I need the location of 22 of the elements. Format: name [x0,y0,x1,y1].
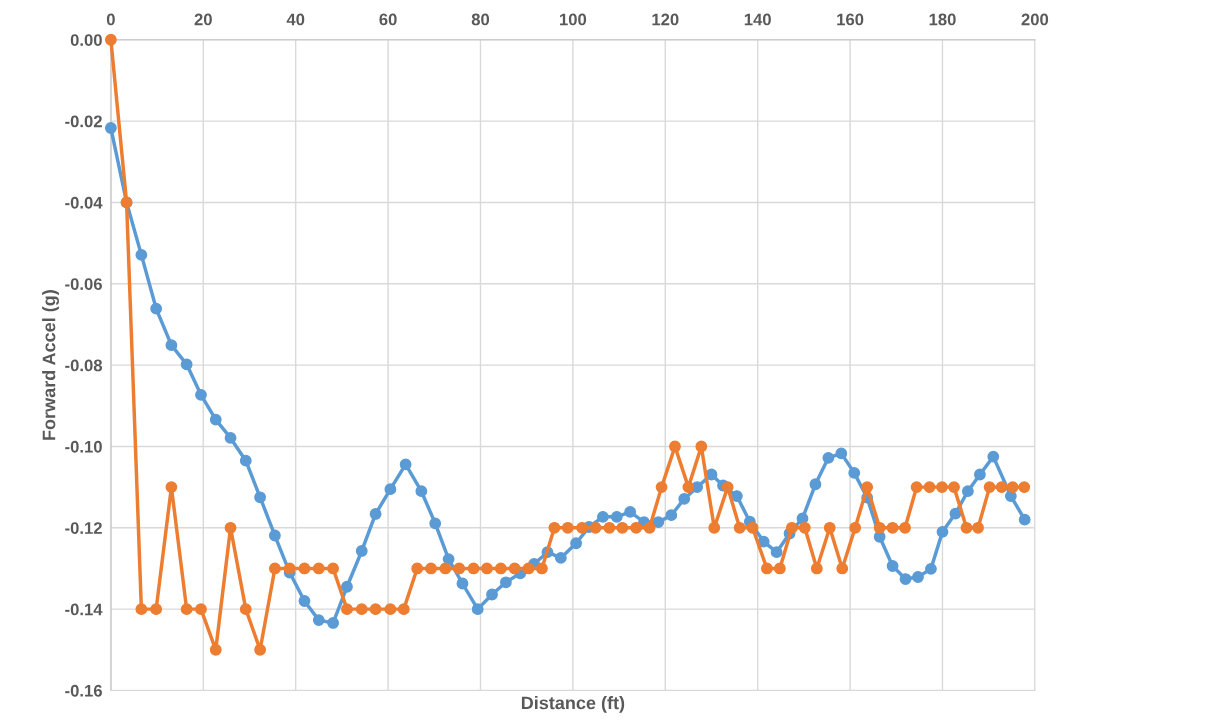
y-tick-label: -0.04 [65,196,103,209]
y-tick-label: -0.10 [65,440,102,453]
y-tick-label: -0.06 [65,278,102,290]
x-tick-label: 200 [1021,13,1049,26]
x-tick-label: 120 [652,13,679,26]
x-tick-label: 140 [744,13,771,26]
x-tick-label: 180 [929,13,956,26]
y-tick-label: -0.08 [65,359,103,372]
y-tick-label: -0.02 [65,115,102,128]
x-tick-label: 20 [194,13,212,26]
x-tick-label: 160 [837,13,864,26]
x-tick-label: 40 [286,13,305,26]
y-tick-label: -0.14 [65,603,103,616]
x-tick-label: 100 [560,13,587,26]
y-tick-label: -0.12 [65,522,102,534]
x-axis-title: Distance (ft) [521,696,625,713]
y-axis-title: Forward Accel (g) [42,290,60,440]
x-tick-label: 80 [471,13,490,26]
y-tick-label: 0.00 [70,34,102,46]
y-tick-label: -0.16 [65,684,102,697]
x-tick-label: 0 [106,13,115,26]
x-tick-label: 60 [379,13,397,26]
